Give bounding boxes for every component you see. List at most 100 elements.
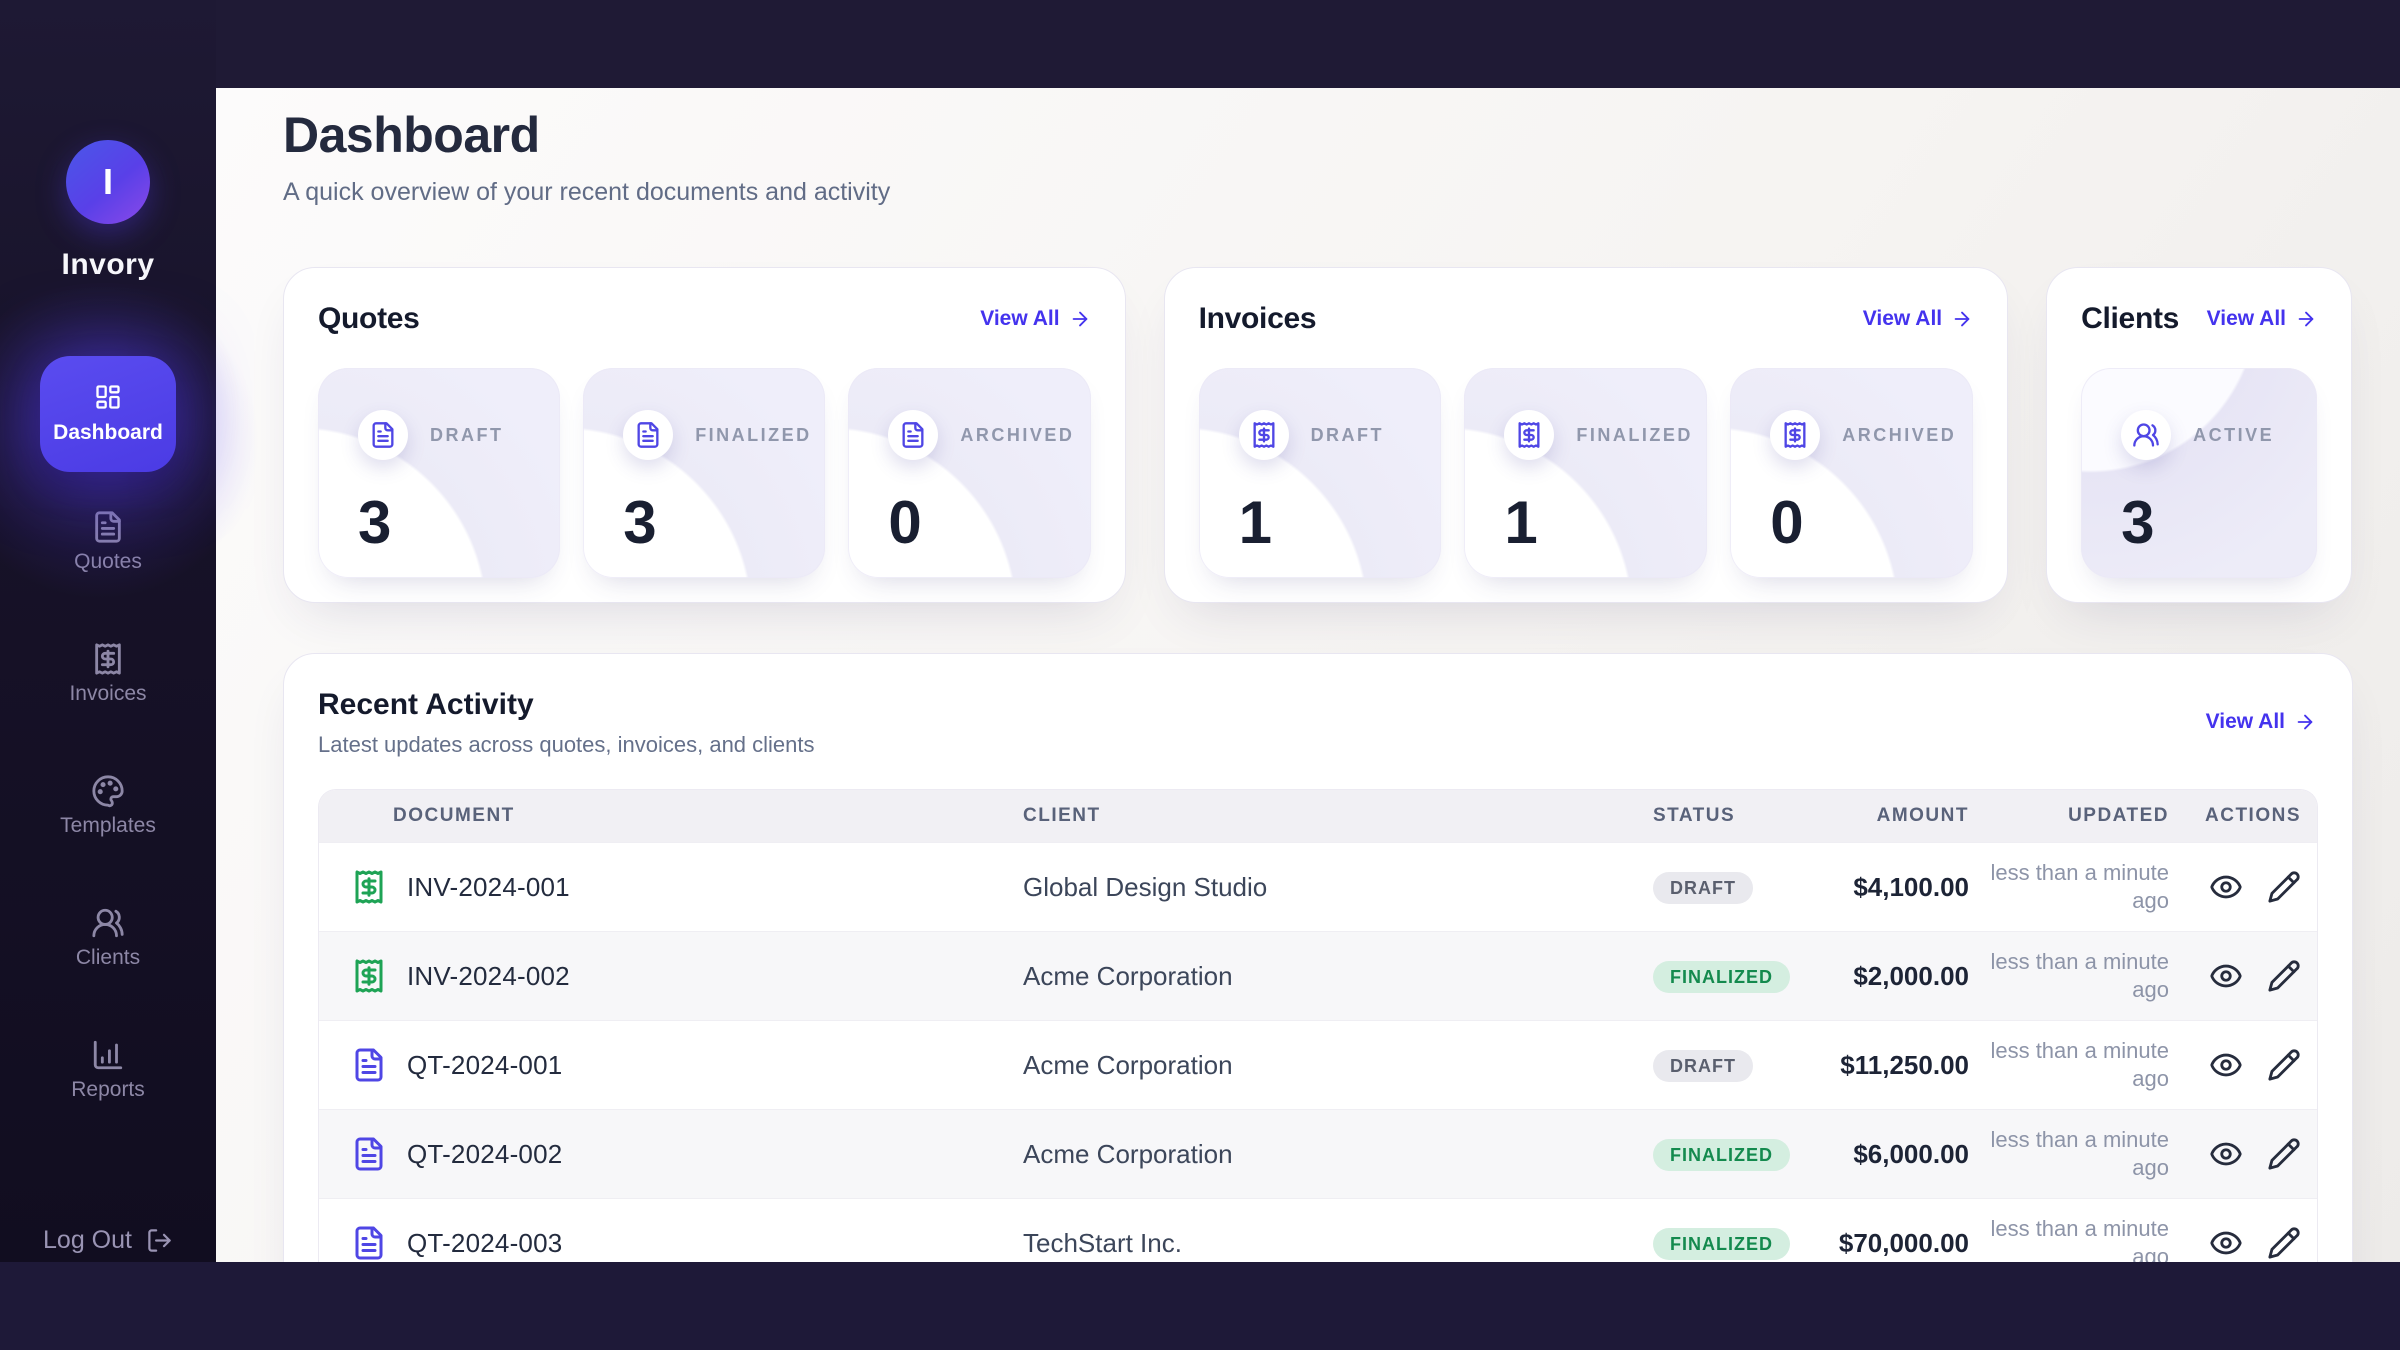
main-content: Dashboard A quick overview of your recen… <box>216 88 2400 1262</box>
sidebar-item-clients[interactable]: Clients <box>28 906 188 970</box>
bar-chart-icon <box>93 1040 123 1070</box>
receipt-icon <box>1784 422 1806 448</box>
edit-button[interactable] <box>2267 870 2301 904</box>
updated-time: less than a minute ago <box>1990 949 2169 1002</box>
sidebar-item-label: Invoices <box>69 682 147 705</box>
table-row[interactable]: INV-2024-001 Global Design Studio DRAFT … <box>319 842 2317 931</box>
table-row[interactable]: QT-2024-002 Acme Corporation FINALIZED $… <box>319 1109 2317 1198</box>
recent-activity-subtitle: Latest updates across quotes, invoices, … <box>318 732 815 757</box>
sidebar-item-dashboard[interactable]: Dashboard <box>40 356 176 472</box>
stat-label: ARCHIVED <box>960 424 1075 445</box>
page-title: Dashboard <box>283 107 540 163</box>
column-header-updated: UPDATED <box>2068 805 2169 826</box>
view-button[interactable] <box>2209 1048 2243 1082</box>
clients-card-title: Clients <box>2081 302 2180 335</box>
file-text-icon <box>372 422 394 448</box>
users-icon <box>2133 423 2159 447</box>
document-number: QT-2024-001 <box>407 1049 563 1080</box>
top-band <box>0 0 2400 88</box>
sidebar-item-label: Reports <box>71 1078 145 1101</box>
view-button[interactable] <box>2209 959 2243 993</box>
invoices-archived-tile: ARCHIVED 0 <box>1730 368 1974 578</box>
updated-time: less than a minute ago <box>1990 860 2169 913</box>
logout-label: Log Out <box>43 1226 132 1254</box>
file-text-icon <box>902 422 924 448</box>
log-out-icon <box>148 1229 171 1252</box>
users-icon <box>92 908 124 938</box>
stat-value: 3 <box>623 489 657 556</box>
stat-value: 1 <box>1504 489 1538 556</box>
quotes-card: Quotes View All DRAFT 3 FIN <box>283 267 1126 603</box>
invoices-view-all-link[interactable]: View All <box>1863 307 1973 331</box>
sidebar-nav: Quotes Invoices Templates Clients <box>28 510 188 1170</box>
updated-time: less than a minute ago <box>1990 1216 2169 1262</box>
view-button[interactable] <box>2209 870 2243 904</box>
client-name: Acme Corporation <box>1023 1138 1233 1169</box>
edit-button[interactable] <box>2267 1137 2301 1171</box>
document-number: QT-2024-002 <box>407 1138 563 1169</box>
client-name: Global Design Studio <box>1023 871 1268 902</box>
quotes-view-all-link[interactable]: View All <box>980 307 1090 331</box>
clients-view-all-link[interactable]: View All <box>2207 307 2317 331</box>
edit-button[interactable] <box>2267 959 2301 993</box>
sidebar-item-quotes[interactable]: Quotes <box>28 510 188 574</box>
pencil-icon <box>2268 871 2300 903</box>
palette-icon <box>92 775 124 808</box>
eye-icon <box>2210 875 2242 899</box>
stat-label: FINALIZED <box>1576 424 1693 445</box>
table-row[interactable]: QT-2024-003 TechStart Inc. FINALIZED $70… <box>319 1198 2317 1262</box>
table-header-row: DOCUMENT CLIENT STATUS AMOUNT UPDATED AC… <box>319 790 2317 842</box>
recent-activity-card: Recent Activity Latest updates across qu… <box>283 653 2353 1262</box>
amount: $6,000.00 <box>1853 1138 1969 1169</box>
client-name: Acme Corporation <box>1023 960 1233 991</box>
sidebar-item-label: Dashboard <box>53 421 163 444</box>
document-number: INV-2024-002 <box>407 960 570 991</box>
table-row[interactable]: INV-2024-002 Acme Corporation FINALIZED … <box>319 931 2317 1020</box>
quotes-draft-tile: DRAFT 3 <box>318 368 561 578</box>
status-badge: FINALIZED <box>1653 961 1790 993</box>
sidebar-item-reports[interactable]: Reports <box>28 1038 188 1102</box>
stat-label: DRAFT <box>430 424 504 445</box>
edit-button[interactable] <box>2267 1048 2301 1082</box>
summary-cards-row: Quotes View All DRAFT 3 FIN <box>283 267 2352 603</box>
column-header-amount: AMOUNT <box>1876 805 1969 826</box>
edit-button[interactable] <box>2267 1226 2301 1260</box>
pencil-icon <box>2268 1049 2300 1081</box>
pencil-icon <box>2268 960 2300 992</box>
stat-value: 0 <box>888 489 922 556</box>
page-subtitle: A quick overview of your recent document… <box>283 178 891 206</box>
amount: $4,100.00 <box>1853 871 1969 902</box>
document-number: INV-2024-001 <box>407 871 570 902</box>
column-header-document: DOCUMENT <box>393 805 515 826</box>
view-button[interactable] <box>2209 1137 2243 1171</box>
recent-activity-title: Recent Activity <box>318 688 534 721</box>
stat-label: ARCHIVED <box>1842 424 1957 445</box>
clients-card: Clients View All ACTIVE 3 <box>2046 267 2352 603</box>
app-logo: I <box>66 140 150 224</box>
logout-button[interactable]: Log Out <box>43 1226 173 1255</box>
receipt-icon <box>1253 422 1275 448</box>
receipt-icon <box>355 870 383 904</box>
client-name: TechStart Inc. <box>1023 1227 1182 1258</box>
app-name: Invory <box>61 248 155 281</box>
pencil-icon <box>2268 1227 2300 1259</box>
recent-activity-view-all-link[interactable]: View All <box>2206 710 2316 734</box>
amount: $2,000.00 <box>1853 960 1969 991</box>
pencil-icon <box>2268 1138 2300 1170</box>
quotes-archived-tile: ARCHIVED 0 <box>848 368 1091 578</box>
sidebar-item-templates[interactable]: Templates <box>28 774 188 838</box>
file-text-icon <box>95 511 121 543</box>
receipt-icon <box>1518 422 1540 448</box>
table-row[interactable]: QT-2024-001 Acme Corporation DRAFT $11,2… <box>319 1020 2317 1109</box>
status-badge: DRAFT <box>1653 872 1753 904</box>
stat-value: 1 <box>1238 489 1272 556</box>
arrow-right-icon <box>1954 311 1970 327</box>
status-badge: DRAFT <box>1653 1050 1753 1082</box>
invoices-finalized-tile: FINALIZED 1 <box>1464 368 1708 578</box>
view-button[interactable] <box>2209 1226 2243 1260</box>
quotes-card-title: Quotes <box>318 302 420 335</box>
column-header-client: CLIENT <box>1023 805 1101 826</box>
sidebar-item-invoices[interactable]: Invoices <box>28 642 188 706</box>
stat-value: 0 <box>1770 489 1804 556</box>
arrow-right-icon <box>2297 714 2313 730</box>
